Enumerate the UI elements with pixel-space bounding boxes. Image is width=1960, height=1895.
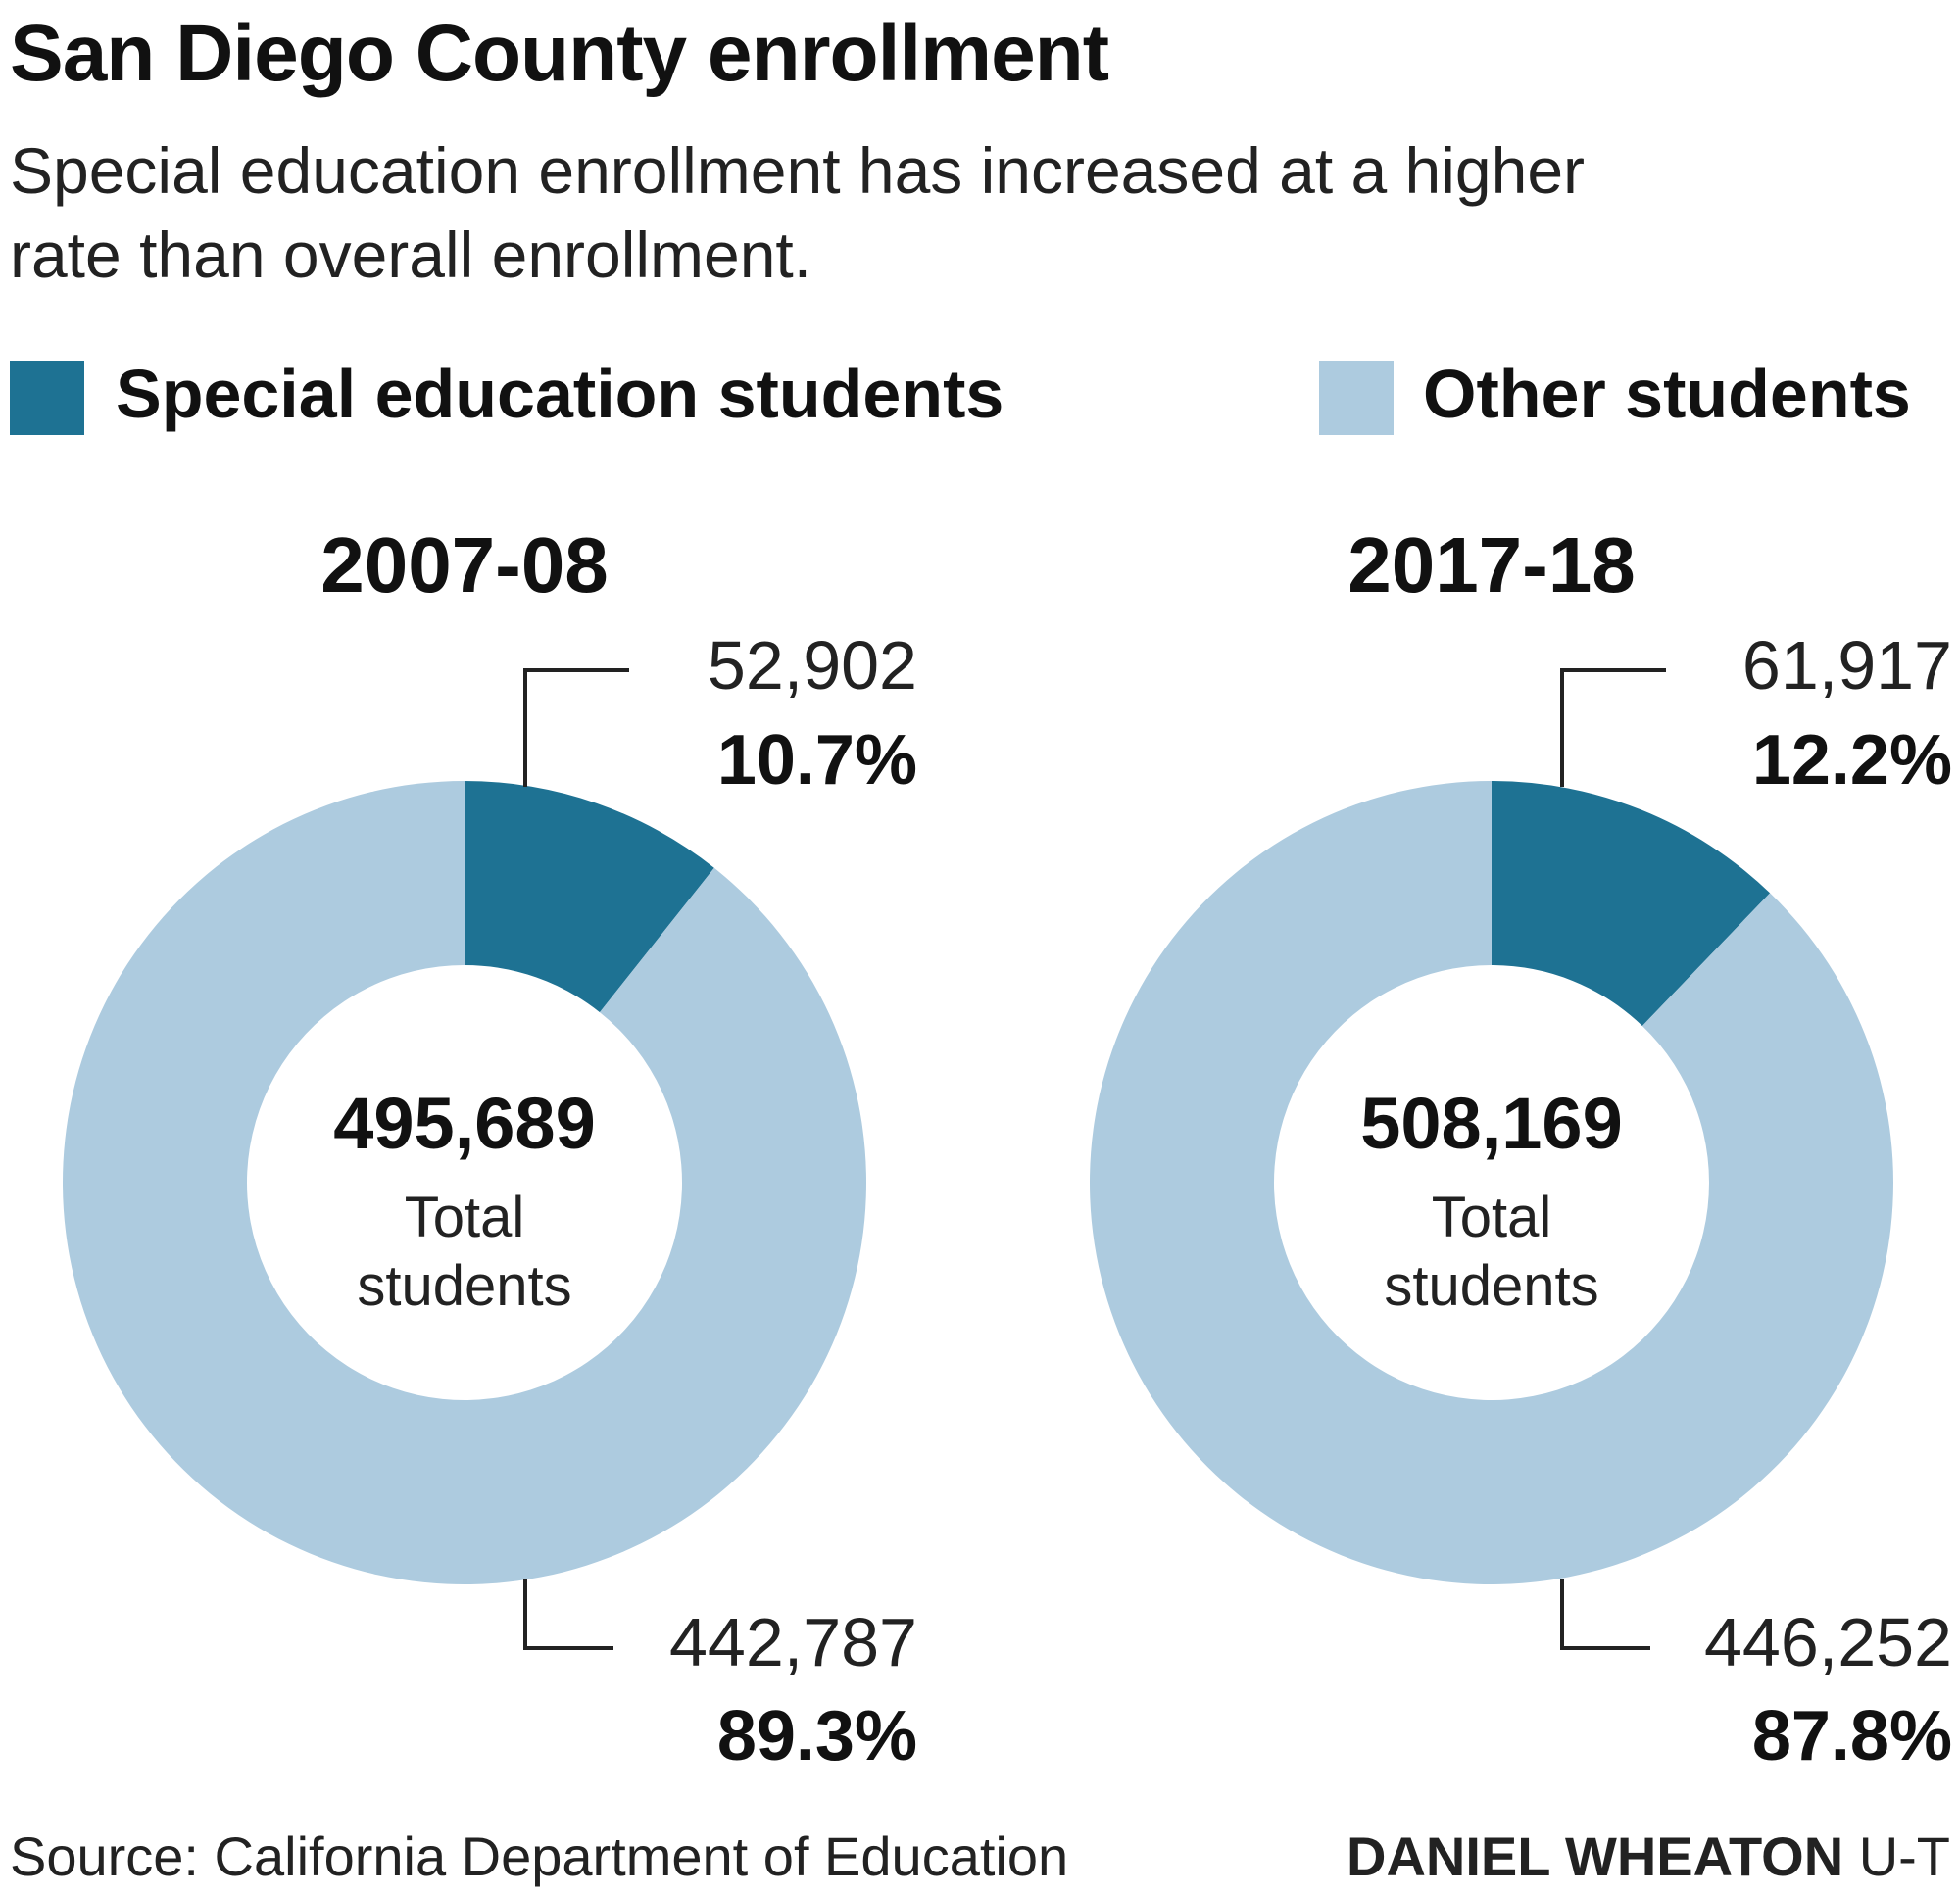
donut-slice-special-education-2 xyxy=(1492,781,1771,1026)
legend-label-special-education: Special education students xyxy=(116,356,1004,432)
donut-title-2: 2017-18 xyxy=(1348,521,1636,608)
center-total-label-line2-1: students xyxy=(357,1254,571,1318)
value-label-other-students-1: 442,787 xyxy=(669,1604,917,1680)
leader-line-other-students-1 xyxy=(523,1579,613,1650)
source-note: Source: California Department of Educati… xyxy=(10,1825,1069,1887)
donut-slice-other-students-1 xyxy=(63,781,866,1584)
chart-subtitle-line-2: rate than overall enrollment. xyxy=(10,219,812,291)
credit-name: DANIEL WHEATON xyxy=(1347,1825,1844,1887)
credit-line: DANIEL WHEATON U-T xyxy=(1347,1824,1950,1888)
percent-label-other-students-1: 89.3% xyxy=(717,1697,917,1775)
percent-label-other-students-2: 87.8% xyxy=(1752,1697,1952,1775)
leader-line-special-education-2 xyxy=(1560,668,1666,787)
value-label-other-students-2: 446,252 xyxy=(1704,1604,1952,1680)
credit-org: U-T xyxy=(1858,1825,1950,1887)
donut-title-1: 2007-08 xyxy=(320,521,609,608)
percent-label-special-education-2: 12.2% xyxy=(1752,721,1952,800)
donut-slice-special-education-1 xyxy=(465,781,714,1013)
value-label-special-education-2: 61,917 xyxy=(1742,627,1952,704)
leader-line-special-education-1 xyxy=(523,668,629,787)
center-total-value-2: 508,169 xyxy=(1360,1083,1623,1164)
center-total-label-line2-2: students xyxy=(1384,1254,1598,1318)
center-total-label-line1-2: Total xyxy=(1432,1186,1552,1249)
legend-label-other-students: Other students xyxy=(1423,356,1911,432)
chart-title: San Diego County enrollment xyxy=(10,9,1109,98)
donut-slice-other-students-2 xyxy=(1090,781,1894,1584)
center-total-value-1: 495,689 xyxy=(333,1083,596,1164)
legend-swatch-special-education xyxy=(10,361,84,435)
percent-label-special-education-1: 10.7% xyxy=(717,721,917,800)
legend-swatch-other-students xyxy=(1319,361,1394,435)
value-label-special-education-1: 52,902 xyxy=(708,627,917,704)
chart-subtitle-line-1: Special education enrollment has increas… xyxy=(10,134,1586,207)
leader-line-other-students-2 xyxy=(1560,1579,1650,1650)
center-total-label-line1-1: Total xyxy=(405,1186,525,1249)
